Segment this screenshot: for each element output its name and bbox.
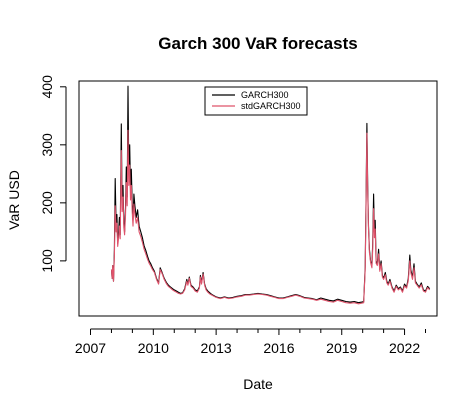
chart-title: Garch 300 VaR forecasts: [158, 34, 357, 53]
y-tick-label: 400: [39, 75, 55, 99]
y-tick-label: 200: [39, 191, 55, 215]
plot-area: 2007 2010 2013 2016 2019 2022 100 200 300 400 GARC…: [39, 75, 437, 356]
x-tick-label: 2007: [75, 340, 106, 356]
legend-label: GARCH300: [241, 90, 289, 100]
plot-frame: [79, 81, 437, 316]
y-axis-label: VaR USD: [6, 170, 22, 230]
x-tick-label: 2019: [326, 340, 357, 356]
series-line-stdgarch300: [112, 130, 430, 303]
x-tick-label: 2022: [389, 340, 420, 356]
y-tick-label: 300: [39, 133, 55, 157]
x-tick-label: 2013: [201, 340, 232, 356]
x-tick-label: 2016: [263, 340, 294, 356]
legend-label: stdGARCH300: [241, 101, 301, 111]
x-axis-label: Date: [243, 376, 273, 392]
x-tick-label: 2010: [138, 340, 169, 356]
y-tick-label: 100: [39, 249, 55, 273]
